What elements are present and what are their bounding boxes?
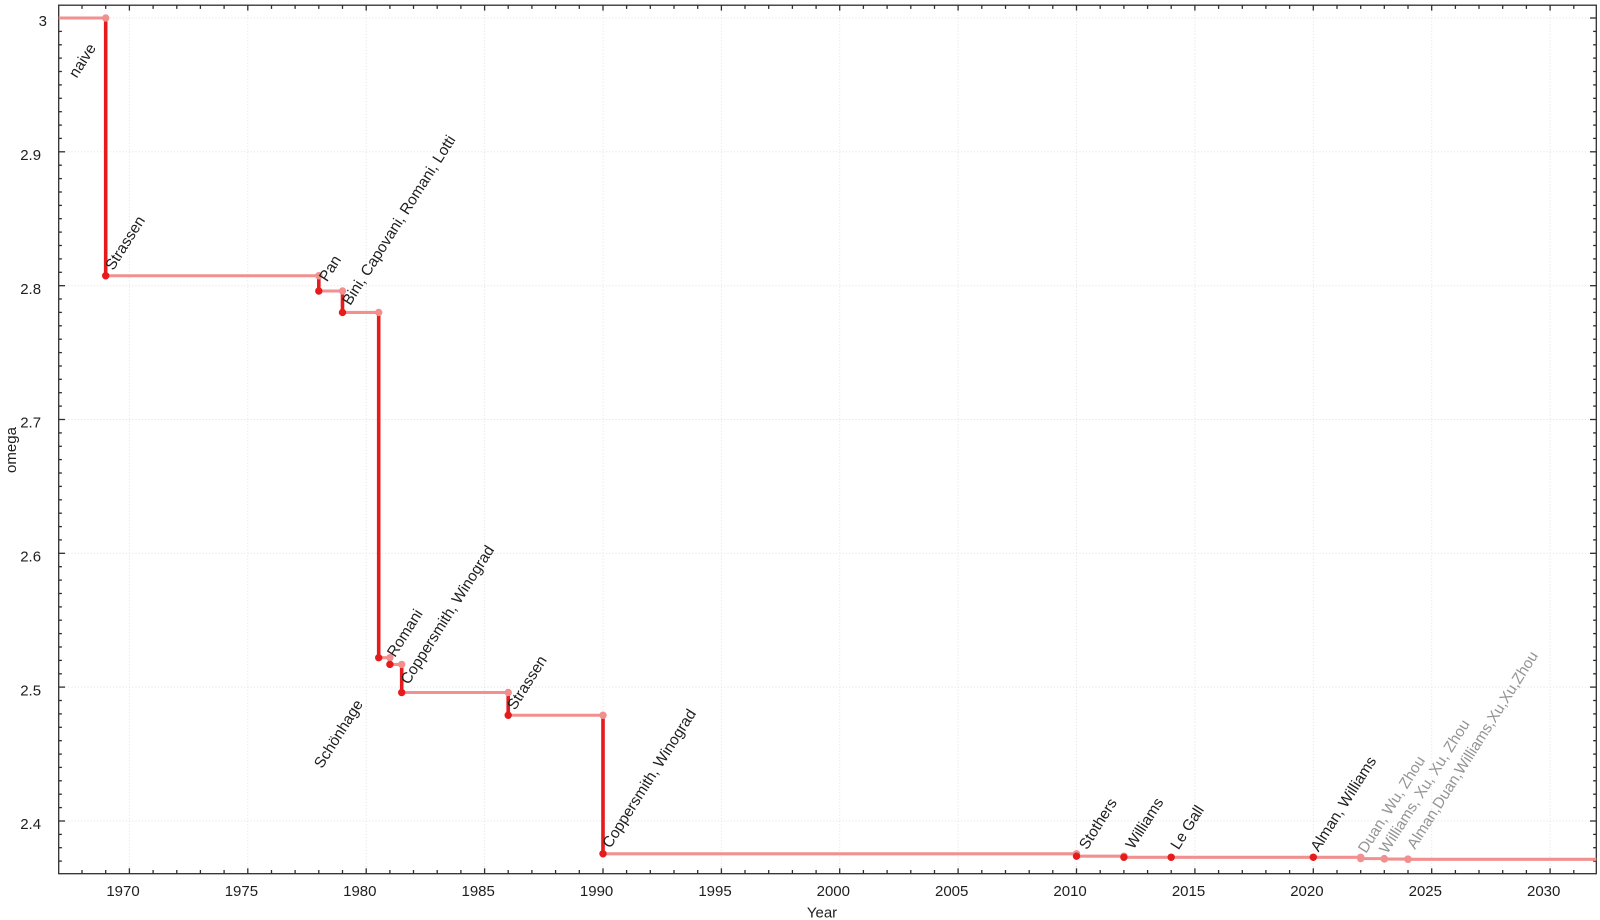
svg-text:2000: 2000 (817, 883, 850, 900)
svg-text:2.6: 2.6 (20, 549, 41, 566)
svg-text:2030: 2030 (1527, 883, 1560, 900)
svg-text:2.7: 2.7 (20, 415, 41, 432)
svg-text:2.4: 2.4 (20, 816, 41, 833)
svg-text:2025: 2025 (1409, 883, 1442, 900)
svg-text:2020: 2020 (1290, 883, 1323, 900)
svg-text:1995: 1995 (698, 883, 731, 900)
svg-text:2010: 2010 (1053, 883, 1086, 900)
svg-text:1975: 1975 (225, 883, 258, 900)
svg-text:1970: 1970 (106, 883, 139, 900)
svg-text:Year: Year (807, 905, 837, 920)
svg-text:3: 3 (39, 13, 47, 30)
svg-text:1990: 1990 (580, 883, 613, 900)
svg-text:2.9: 2.9 (20, 147, 41, 164)
svg-text:1980: 1980 (343, 883, 376, 900)
svg-text:2.8: 2.8 (20, 281, 41, 298)
svg-text:2005: 2005 (935, 883, 968, 900)
svg-text:omega: omega (3, 426, 20, 473)
svg-text:2015: 2015 (1172, 883, 1205, 900)
svg-text:1985: 1985 (462, 883, 495, 900)
svg-text:2.5: 2.5 (20, 682, 41, 699)
